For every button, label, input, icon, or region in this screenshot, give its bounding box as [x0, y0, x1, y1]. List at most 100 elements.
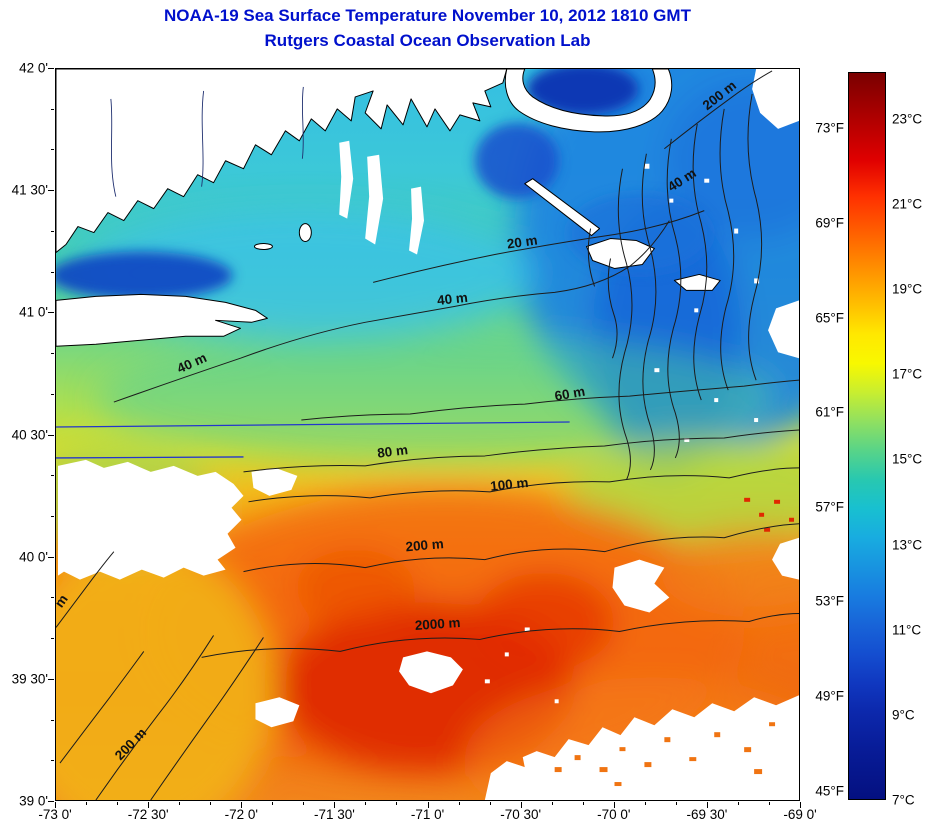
y-tick-mark — [51, 149, 54, 151]
sst-map: 200 m 40 m 20 m 40 m 40 m 60 m 80 m 100 … — [55, 68, 800, 801]
y-tick-mark — [51, 475, 54, 477]
land-long-island — [56, 293, 268, 347]
contour-200m — [243, 523, 799, 573]
y-tick-mark — [48, 190, 54, 192]
x-tick-mark — [148, 802, 150, 808]
contour-label: 20 m — [506, 232, 538, 251]
cloud-no-data-layer — [57, 69, 799, 800]
x-axis-tick-label: -69 30' — [686, 807, 728, 822]
x-tick-mark — [675, 802, 677, 805]
contour-label: 80 m — [376, 442, 408, 461]
x-tick-mark — [768, 802, 770, 805]
colorbar-fahrenheit-label: 45°F — [815, 783, 844, 799]
x-tick-mark — [241, 802, 243, 808]
y-tick-mark — [51, 108, 54, 110]
colorbar-celsius-label: 23°C — [892, 111, 923, 127]
contour-label: 100 m — [490, 475, 530, 494]
y-tick-mark — [48, 556, 54, 558]
figure-title-line2: Rutgers Coastal Ocean Observation Lab — [264, 31, 591, 50]
y-tick-mark — [51, 353, 54, 355]
y-axis-tick-label: 42 0' — [19, 60, 48, 76]
y-tick-mark — [51, 597, 54, 599]
colorbar-celsius-label: 17°C — [892, 366, 923, 382]
x-tick-mark — [365, 802, 367, 805]
contour-80m — [243, 429, 799, 473]
y-tick-mark — [51, 760, 54, 762]
x-tick-mark — [334, 802, 336, 808]
x-axis-tick-label: -73 0' — [38, 807, 72, 822]
x-tick-mark — [613, 802, 615, 808]
x-tick-mark — [179, 802, 181, 805]
cloud-speckle-red — [744, 497, 795, 532]
x-tick-mark — [396, 802, 398, 805]
x-axis-tick-label: -70 30' — [500, 807, 542, 822]
colorbar-fahrenheit-label: 65°F — [815, 310, 844, 326]
x-tick-mark — [489, 802, 491, 805]
x-tick-mark — [458, 802, 460, 805]
y-tick-mark — [51, 271, 54, 273]
x-tick-mark — [427, 802, 429, 808]
x-tick-mark — [272, 802, 274, 805]
x-tick-mark — [86, 802, 88, 805]
x-tick-mark — [210, 802, 212, 805]
contour-label: 200 m — [405, 536, 444, 554]
cloud-speckle-orange — [554, 722, 776, 787]
contour-60m — [301, 379, 799, 421]
colorbar-celsius-label: 13°C — [892, 537, 923, 553]
y-axis-tick-label: 40 0' — [19, 549, 48, 565]
x-axis-tick-label: -71 0' — [410, 807, 445, 822]
x-tick-mark — [706, 802, 708, 808]
river-lines — [110, 86, 304, 197]
x-tick-mark — [303, 802, 305, 805]
land-nantucket — [673, 273, 721, 291]
y-tick-mark — [48, 678, 54, 680]
colorbar-celsius-label: 9°C — [892, 707, 915, 723]
x-axis-tick-label: -72 0' — [224, 807, 258, 822]
y-axis-tick-label: 41 30' — [11, 182, 48, 198]
y-tick-mark — [51, 638, 54, 640]
land-elizabeth-islands — [524, 178, 601, 237]
y-tick-mark — [51, 393, 54, 395]
x-tick-mark — [55, 802, 56, 808]
y-axis-tick-label: 41 0' — [19, 304, 48, 320]
contour-label: 40 m — [436, 290, 468, 308]
land-cape-cod — [504, 69, 673, 133]
colorbar-fahrenheit-label: 73°F — [815, 120, 844, 136]
x-tick-mark — [800, 802, 801, 808]
y-tick-mark — [48, 801, 54, 802]
contour-2000m — [201, 613, 799, 658]
x-tick-mark — [520, 802, 522, 808]
x-axis-tick-label: -70 0' — [597, 807, 631, 822]
x-tick-mark — [644, 802, 646, 805]
figure-title-line1: NOAA-19 Sea Surface Temperature November… — [164, 6, 691, 25]
colorbar-celsius-label: 21°C — [892, 196, 923, 212]
land-layer — [56, 69, 721, 347]
colorbar-celsius-label: 15°C — [892, 451, 923, 467]
contour-20m — [373, 210, 705, 283]
colorbar-fahrenheit-label: 53°F — [815, 593, 844, 609]
y-axis-tick-label: 39 30' — [11, 671, 48, 687]
survey-track-lines — [56, 421, 570, 459]
y-tick-mark — [51, 230, 54, 232]
y-axis-tick-label: 40 30' — [11, 427, 48, 442]
x-tick-mark — [582, 802, 584, 805]
contour-100m — [248, 467, 799, 503]
land-marthas-vineyard — [586, 238, 655, 269]
temperature-colorbar — [848, 72, 886, 800]
x-tick-mark — [117, 802, 119, 805]
y-axis-tick-label: 39 0' — [19, 793, 48, 809]
colorbar-celsius-label: 11°C — [892, 622, 922, 638]
colorbar-celsius-label: 19°C — [892, 281, 923, 297]
x-axis-tick-label: -71 30' — [313, 807, 355, 822]
y-tick-mark — [48, 312, 54, 314]
colorbar-fahrenheit-label: 69°F — [815, 215, 844, 231]
colorbar-fahrenheit-label: 57°F — [815, 499, 844, 515]
colorbar-fahrenheit-label: 61°F — [815, 404, 844, 420]
y-tick-mark — [48, 68, 54, 69]
colorbar-fahrenheit-label: 49°F — [815, 688, 844, 704]
contour-40m — [113, 220, 670, 403]
bathymetry-contours — [56, 70, 799, 800]
contour-label: 60 m — [553, 384, 586, 404]
x-axis-tick-label: -72 30' — [127, 807, 169, 822]
